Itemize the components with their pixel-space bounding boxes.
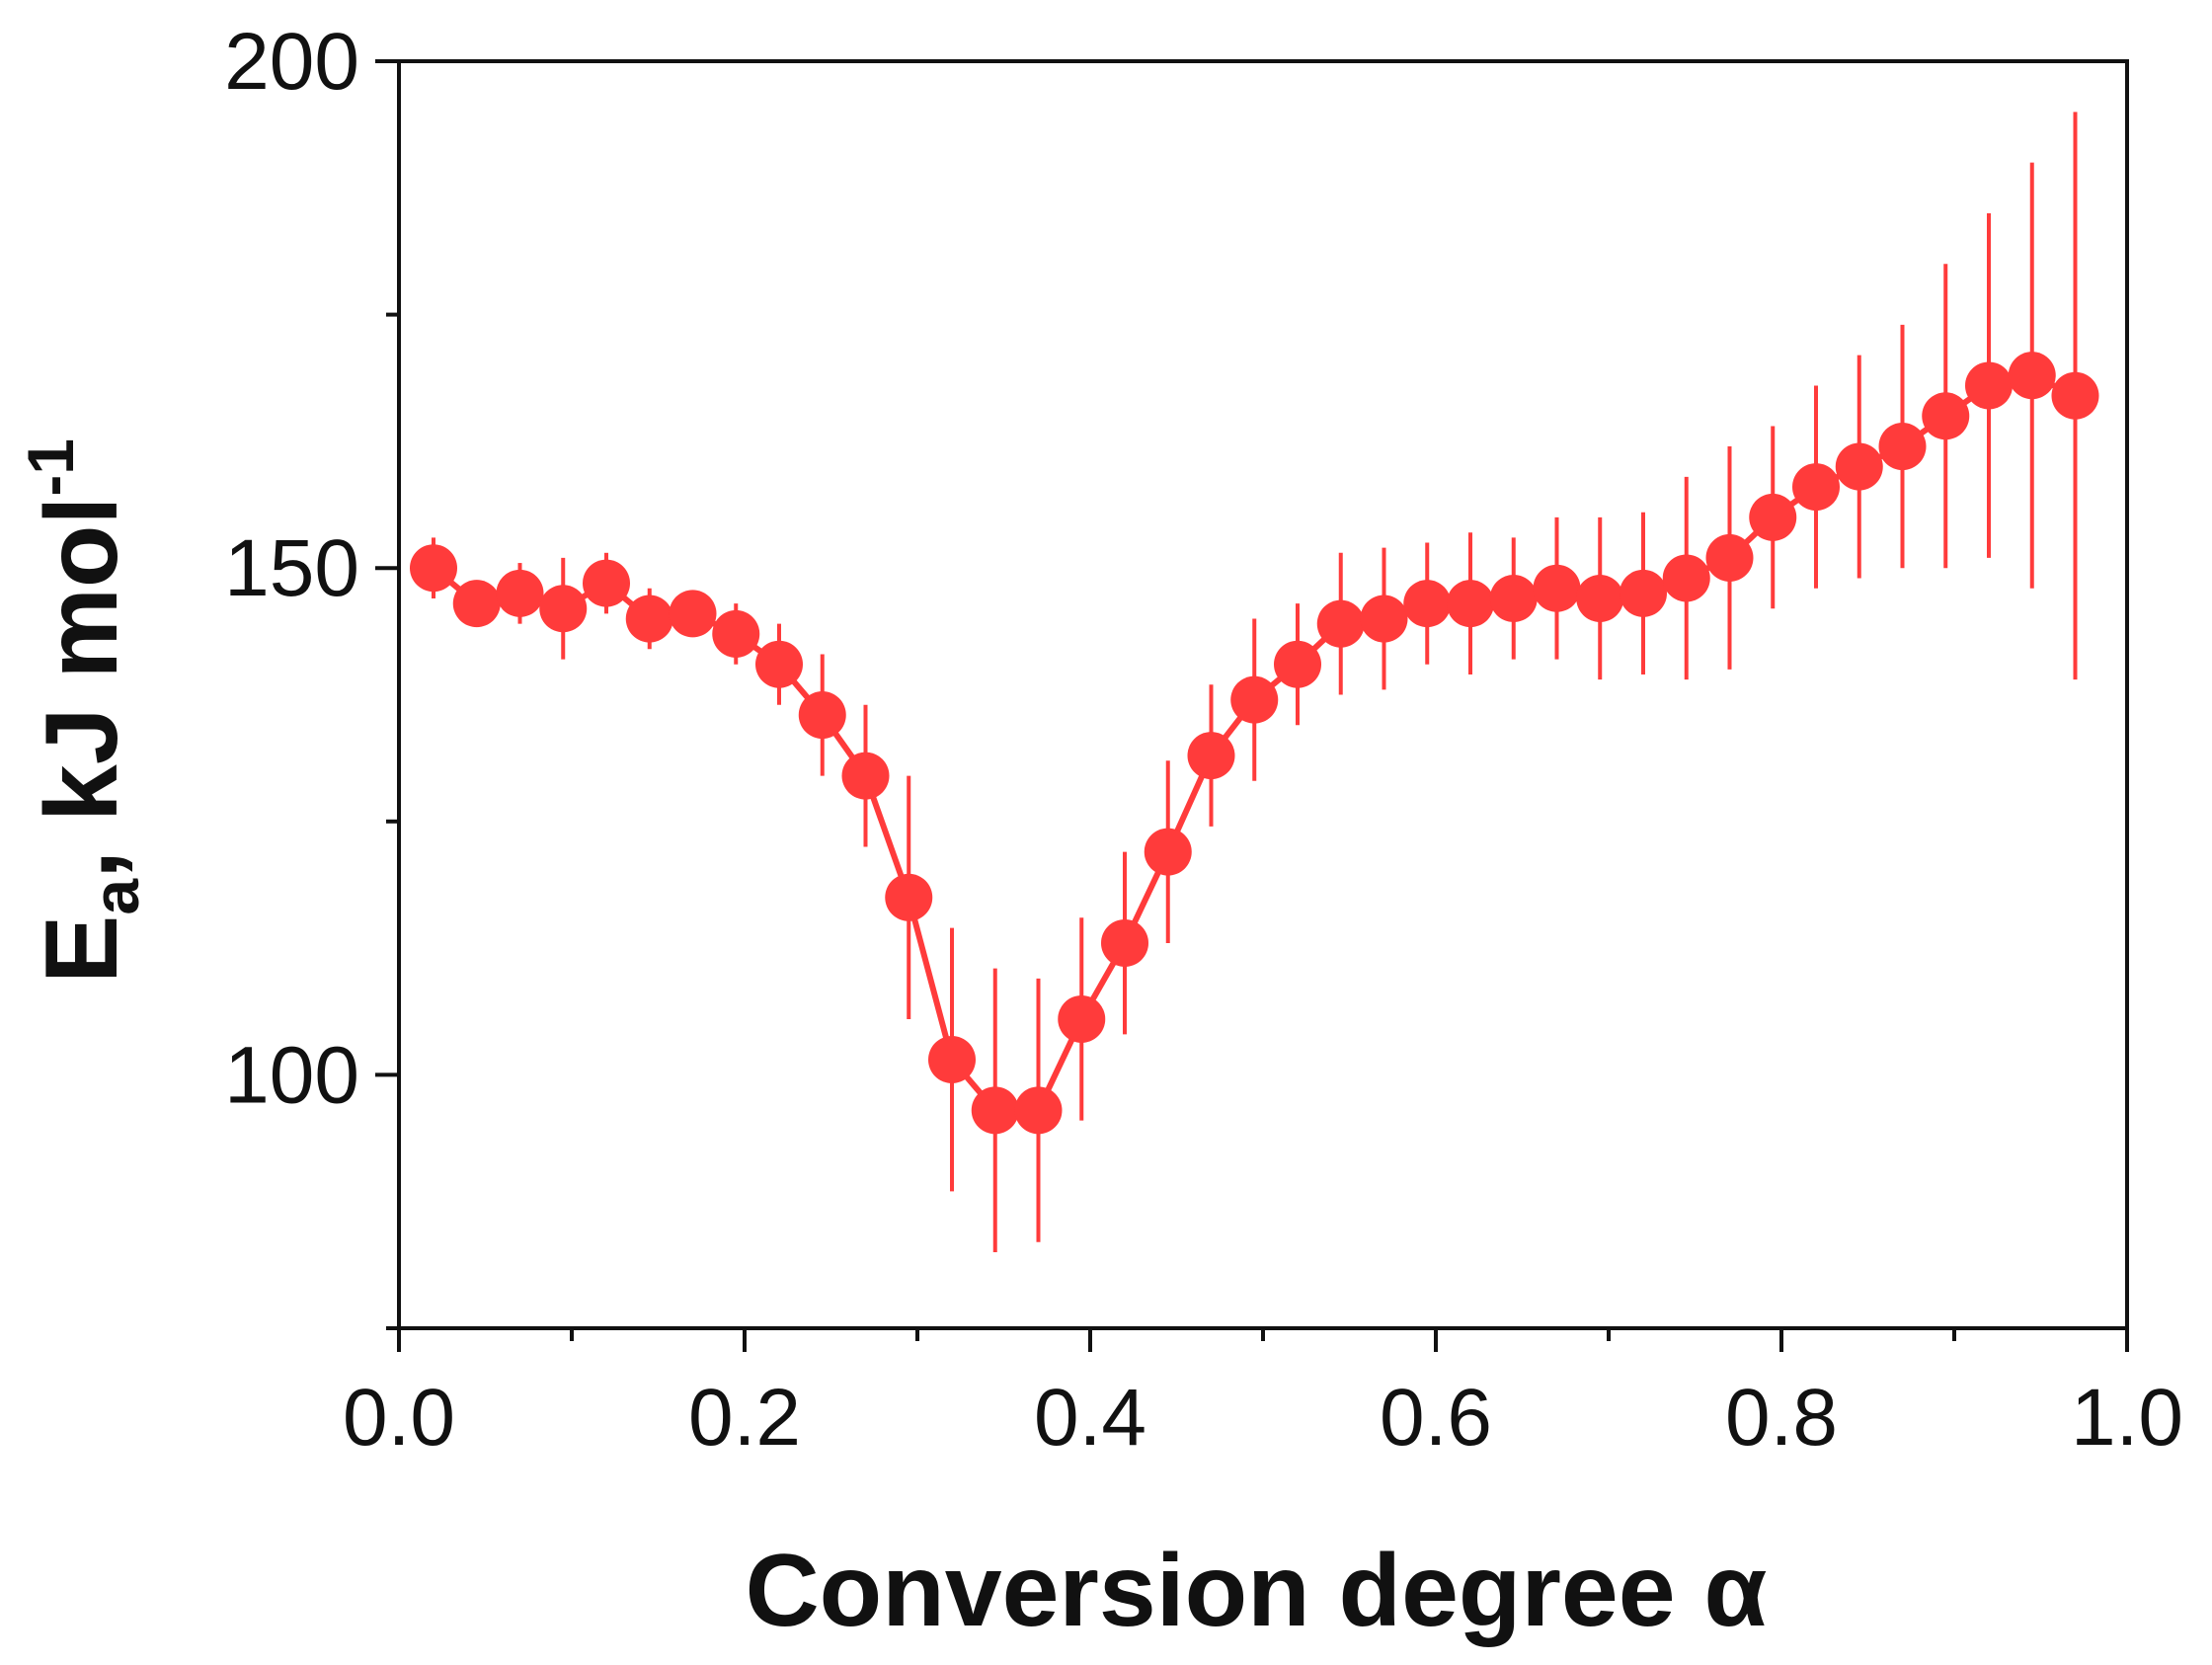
data-point [841, 752, 890, 800]
x-tick-label: 1.0 [2071, 1373, 2183, 1463]
data-point [1835, 442, 1883, 491]
data-point [928, 1036, 976, 1084]
data-point [712, 609, 760, 658]
data-point [1403, 580, 1452, 628]
data-point [1965, 361, 2013, 410]
plot-area [410, 112, 2099, 1253]
data-point [885, 873, 933, 921]
data-point [755, 640, 803, 688]
data-point [669, 590, 717, 638]
data-point [1316, 599, 1365, 648]
y-tick-label: 150 [224, 523, 359, 613]
axes: 0.0 0.2 0.4 0.6 0.8 1.0 100 150 200 [224, 17, 2183, 1463]
y-axis-title: Ea, kJ mol-1 [14, 438, 152, 984]
data-point [1014, 1086, 1063, 1135]
data-point [1360, 595, 1408, 643]
x-tick-label: 0.8 [1725, 1373, 1838, 1463]
x-tick-label: 0.2 [688, 1373, 801, 1463]
data-point [1922, 392, 1970, 440]
y-axis-title-main: E [25, 915, 139, 984]
data-point [1705, 533, 1754, 582]
y-axis-title-rest: , kJ mol [25, 497, 139, 879]
data-point [1576, 574, 1624, 622]
data-point [1187, 732, 1235, 780]
x-tick-label: 0.6 [1380, 1373, 1492, 1463]
data-point [1274, 640, 1321, 688]
x-axis-title: Conversion degree α [746, 1534, 1768, 1648]
data-point [971, 1086, 1019, 1135]
data-point [1749, 493, 1797, 541]
data-point [2051, 371, 2099, 420]
data-point [1230, 675, 1279, 724]
data-point [2008, 352, 2056, 400]
axis-labels: Conversion degree α Ea, kJ mol-1 [14, 438, 1767, 1648]
data-point [1533, 564, 1581, 612]
data-point [496, 569, 544, 617]
y-axis-title-subscript: a [79, 878, 152, 915]
y-tick-label: 100 [224, 1030, 359, 1120]
data-point [798, 691, 846, 740]
data-point [1058, 994, 1106, 1043]
data-point [1144, 828, 1192, 876]
x-tick-label: 0.0 [343, 1373, 455, 1463]
data-point [1101, 918, 1148, 967]
data-point [1620, 569, 1667, 617]
data-point [410, 544, 457, 593]
y-axis-title-superscript: -1 [14, 438, 87, 497]
y-tick-label: 200 [224, 17, 359, 107]
data-point [1878, 423, 1927, 471]
data-point [539, 585, 588, 633]
data-point [1792, 463, 1840, 512]
x-tick-label: 0.4 [1034, 1373, 1146, 1463]
data-point [1662, 554, 1710, 602]
data-point [625, 595, 673, 643]
data-point [583, 559, 630, 607]
data-point [1447, 580, 1494, 628]
data-point [452, 580, 501, 628]
data-point [1489, 574, 1538, 622]
